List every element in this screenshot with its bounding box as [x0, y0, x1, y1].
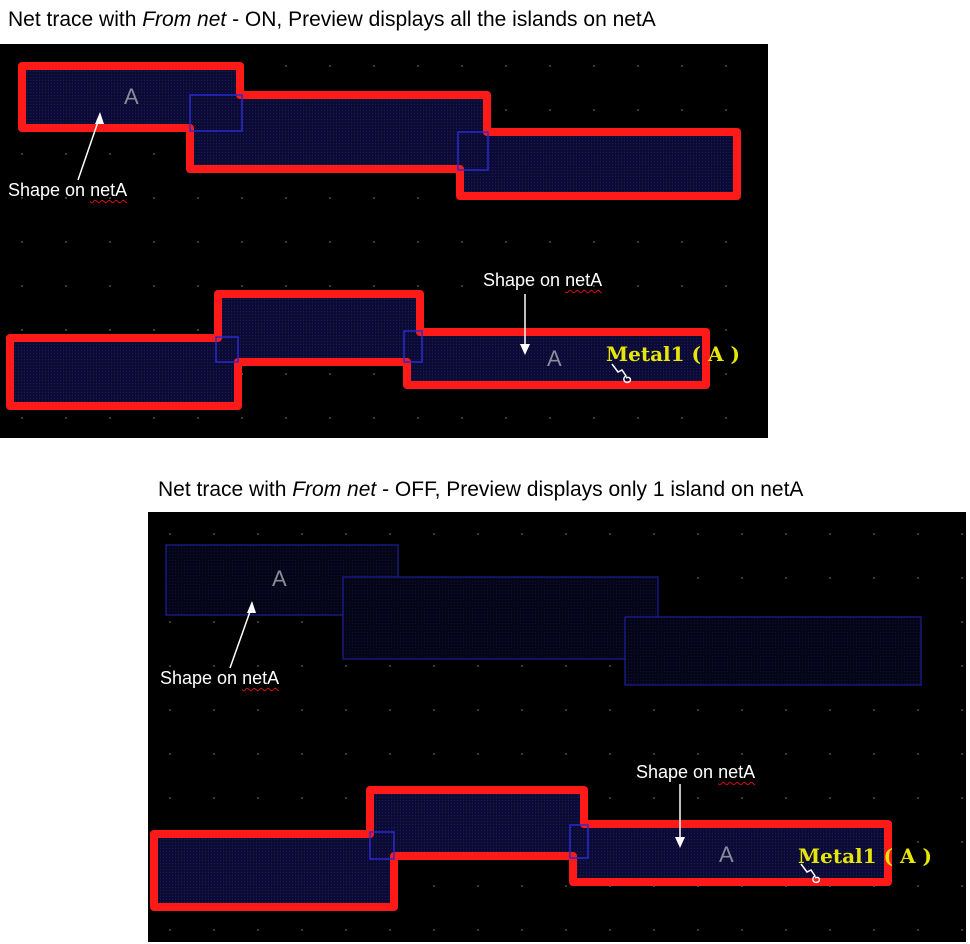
lower-island-shape: [6, 290, 710, 410]
metal-layer-label: Metal1 ( A ): [798, 844, 932, 868]
shape-annotation: Shape on netA: [160, 668, 279, 689]
annotation-text: Shape on: [636, 762, 719, 782]
arrow-head: [95, 112, 104, 124]
pointer-arrow: [229, 605, 253, 669]
net-label: A: [719, 842, 734, 867]
via-box: [369, 831, 395, 860]
annotation-text: Shape on: [8, 180, 91, 200]
bottom-caption: Net trace with From net - OFF, Preview d…: [158, 478, 803, 502]
top-layout-panel: A A Shape on netA Shape on netA Metal1 (…: [0, 44, 768, 438]
pointer-arrow: [77, 115, 101, 181]
bottom-caption-text: Net trace with: [158, 478, 293, 501]
annotation-net: netA: [718, 762, 756, 782]
annotation-net: netA: [242, 668, 280, 688]
net-label: A: [547, 346, 562, 371]
annotation-text: Shape on: [160, 668, 243, 688]
top-caption-text: Net trace with: [8, 8, 143, 31]
bottom-layout-canvas: [148, 512, 966, 942]
top-caption-rest: - ON, Preview displays all the islands o…: [226, 8, 656, 31]
via-box: [569, 824, 589, 859]
dim-shape: [624, 616, 922, 686]
annotation-text: Shape on: [483, 270, 566, 290]
shape-annotation: Shape on netA: [483, 270, 602, 291]
top-layout-canvas: [0, 44, 768, 438]
via-box: [403, 330, 423, 363]
arrow-head: [520, 344, 530, 355]
shape-annotation: Shape on netA: [636, 762, 755, 783]
bottom-caption-italic: From net: [292, 478, 377, 501]
metal-layer-label: Metal1 ( A ): [606, 342, 740, 366]
via-box: [189, 94, 243, 132]
annotation-net: netA: [565, 270, 603, 290]
cursor-icon: [800, 863, 821, 884]
net-label: A: [124, 84, 139, 109]
via-box: [457, 131, 489, 171]
bottom-layout-panel: A A Shape on netA Shape on netA Metal1 (…: [148, 512, 966, 942]
dim-shape: [342, 576, 659, 660]
annotation-net: netA: [90, 180, 128, 200]
net-label: A: [272, 566, 287, 591]
arrow-head: [247, 601, 256, 613]
top-caption: Net trace with From net - ON, Preview di…: [8, 8, 656, 32]
shape-annotation: Shape on netA: [8, 180, 127, 201]
arrow-head: [675, 837, 685, 848]
cursor-icon: [611, 363, 632, 384]
via-box: [215, 336, 239, 363]
bottom-caption-rest: - OFF, Preview displays only 1 island on…: [376, 478, 804, 501]
lower-island-shape: [150, 786, 892, 911]
top-caption-italic: From net: [142, 8, 227, 31]
